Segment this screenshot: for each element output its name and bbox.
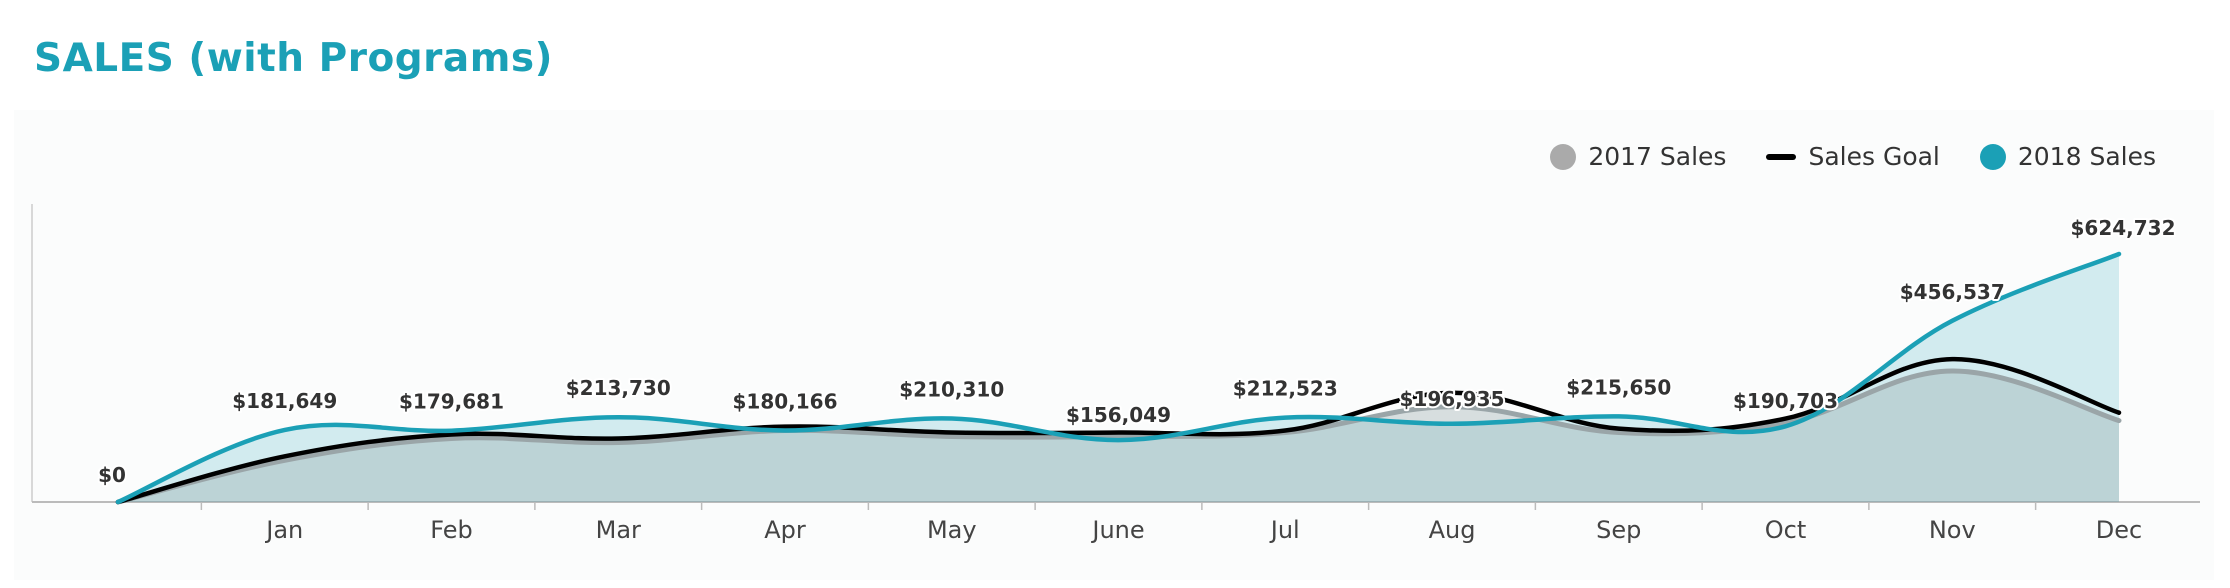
legend-label-sales-goal: Sales Goal [1808,142,1940,171]
data-label-2018-sales: $213,730 [566,376,671,400]
legend-swatch-2018-sales [1979,143,2006,170]
x-tick-label: Feb [430,516,473,544]
x-tick-label: Nov [1929,516,1976,544]
chart-title: SALES (with Programs) [34,36,553,81]
data-label-2018-sales: $190,703 [1733,389,1838,413]
data-label-2018-sales: $0 [98,463,126,487]
legend-item-2017-sales[interactable]: 2017 Sales [1550,142,1726,171]
x-tick-label: Dec [2096,516,2142,544]
x-tick-label: Jul [1269,516,1300,544]
data-label-2018-sales: $210,310 [899,378,1004,402]
chart-legend: 2017 Sales Sales Goal 2018 Sales [1510,142,2156,171]
series-2017-sales-area [118,370,2119,502]
x-tick-label: June [1090,516,1144,544]
legend-swatch-sales-goal [1766,153,1797,160]
series-2017-sales-line [115,368,2122,505]
data-label-2018-sales: $196,935 [1399,387,1504,411]
data-label-2018-sales: $181,649 [232,389,337,413]
data-label-2018-sales: $624,732 [2070,216,2175,240]
legend-item-sales-goal[interactable]: Sales Goal [1766,142,1940,171]
data-label-2018-sales: $212,523 [1233,377,1338,401]
legend-swatch-2017-sales [1550,143,1577,170]
data-label-2018-sales: $456,537 [1900,280,2005,304]
legend-label-2018-sales: 2018 Sales [2017,142,2156,171]
x-tick-label: Apr [764,516,806,544]
data-label-2018-sales: $215,650 [1566,375,1671,399]
data-label-2018-sales: $180,166 [732,389,837,413]
series-2018-sales-line [115,251,2122,505]
x-tick-label: Aug [1429,516,1476,544]
data-label-2018-sales: $156,049 [1066,403,1171,427]
x-tick-label: Mar [596,516,641,544]
data-label-2018-sales: $179,681 [399,390,504,414]
series-sales-goal-line [115,356,2122,505]
x-tick-label: Sep [1596,516,1641,544]
x-tick-label: Oct [1765,516,1807,544]
legend-label-2017-sales: 2017 Sales [1588,142,1727,171]
x-tick-label: May [927,516,977,544]
x-tick-label: Jan [264,516,303,544]
legend-item-2018-sales[interactable]: 2018 Sales [1979,142,2156,171]
